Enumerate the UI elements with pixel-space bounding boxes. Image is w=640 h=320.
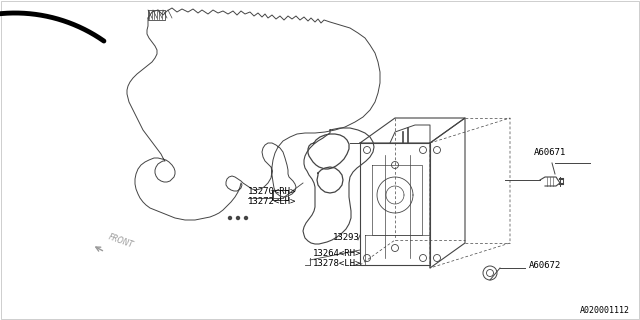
Text: A60671: A60671 — [534, 148, 566, 157]
Text: A020001112: A020001112 — [580, 306, 630, 315]
Circle shape — [244, 217, 248, 220]
Text: 13270<RH>: 13270<RH> — [248, 187, 296, 196]
Text: 13264<RH>: 13264<RH> — [313, 249, 362, 258]
Text: A60672: A60672 — [529, 261, 561, 270]
Circle shape — [228, 217, 232, 220]
Text: 13293: 13293 — [333, 233, 360, 242]
Text: 13272<LH>: 13272<LH> — [248, 197, 296, 206]
Text: FRONT: FRONT — [107, 233, 134, 250]
Circle shape — [237, 217, 239, 220]
Text: 13278<LH>: 13278<LH> — [313, 259, 362, 268]
